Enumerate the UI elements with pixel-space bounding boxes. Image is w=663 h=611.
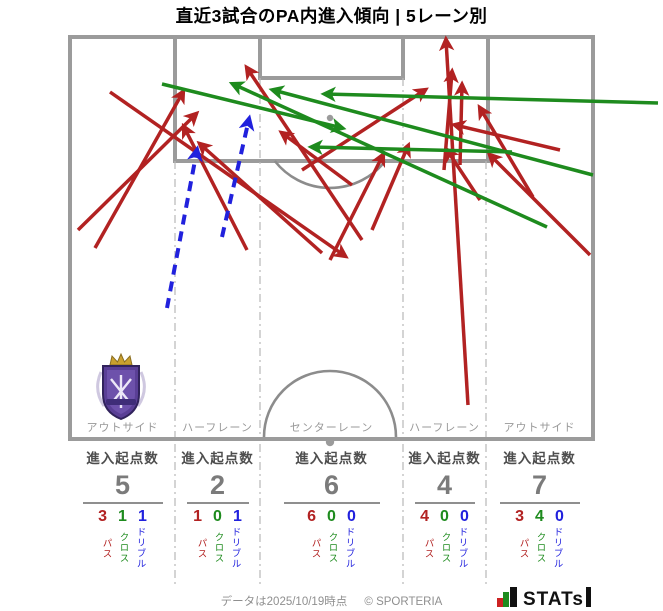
cross-label: クロス xyxy=(439,532,451,564)
entries-label: 進入起点数 xyxy=(295,451,368,466)
lane-divider xyxy=(174,78,487,588)
divider-rule xyxy=(82,502,163,504)
divider-rule xyxy=(186,502,249,504)
pass-label: パス xyxy=(309,537,321,559)
data-date-note: データは2025/10/19時点 xyxy=(220,596,348,608)
cross-label: クロス xyxy=(212,532,224,564)
pass-label: パス xyxy=(517,537,529,559)
entry-arrow-pass xyxy=(450,120,561,152)
crest-crown xyxy=(109,352,133,366)
entry-arrow-cross xyxy=(307,139,513,155)
divider-rule xyxy=(499,502,580,504)
pass-label: パス xyxy=(195,537,207,559)
entry-count: 2 xyxy=(209,470,226,500)
stats-logo-bar-red xyxy=(497,598,503,607)
lane-label-halflane-right: ハーフレーン xyxy=(409,422,480,434)
dribble-count: 1 xyxy=(232,508,242,525)
entry-arrow-pass xyxy=(301,87,429,172)
stats-column: 進入起点数 2 1 0 1 パス クロス ドリブル xyxy=(175,447,260,569)
entries-label: 進入起点数 xyxy=(503,451,576,466)
cross-count: 4 xyxy=(535,508,544,525)
pass-count: 3 xyxy=(515,508,525,525)
pass-count: 1 xyxy=(193,508,203,525)
penalty-spot xyxy=(326,114,334,122)
lane-label-outside-right: アウトサイド xyxy=(503,422,576,434)
pass-count: 3 xyxy=(98,508,108,525)
cross-count: 0 xyxy=(440,508,449,525)
dribble-count: 0 xyxy=(459,508,469,525)
entry-count: 7 xyxy=(531,470,548,500)
stats-column: 進入起点数 7 3 4 0 パス クロス ドリブル xyxy=(486,447,593,569)
entry-arrow-pass xyxy=(444,146,482,201)
dribble-label: ドリブル xyxy=(551,527,563,569)
page-title: 直近3試合のPA内進入傾向 | 5レーン別 xyxy=(175,6,488,26)
pass-count: 6 xyxy=(307,508,317,525)
entry-arrow-pass xyxy=(244,64,364,241)
entry-arrow-pass xyxy=(181,122,249,251)
dribble-label: ドリブル xyxy=(343,527,355,569)
entry-arrow-pass xyxy=(108,90,349,259)
dribble-count: 0 xyxy=(346,508,356,525)
lane-label-outside-left: アウトサイド xyxy=(86,422,159,434)
cross-label: クロス xyxy=(326,532,338,564)
entry-arrow-pass xyxy=(196,140,324,255)
dribble-count: 1 xyxy=(137,508,147,525)
stats-logo-bar-black xyxy=(510,587,517,607)
entry-arrow-dribble xyxy=(165,145,203,309)
lane-label-center: センターレーン xyxy=(289,422,374,434)
stats-logo-bar-green xyxy=(503,592,509,607)
entry-arrow-dribble xyxy=(220,114,255,238)
entry-count: 6 xyxy=(323,470,340,500)
entries-label: 進入起点数 xyxy=(408,451,481,466)
entries-label: 進入起点数 xyxy=(86,451,159,466)
stats-column: 進入起点数 5 3 1 1 パス クロス ドリブル xyxy=(70,447,175,569)
entry-arrow-pass xyxy=(486,151,592,257)
center-spot xyxy=(325,437,335,447)
footer: データは2025/10/19時点 © SPORTERIA xyxy=(0,593,663,609)
dribble-label: ドリブル xyxy=(134,527,146,569)
sporteria-credit: © SPORTERIA xyxy=(364,596,443,608)
entries-label: 進入起点数 xyxy=(181,451,254,466)
entry-count: 5 xyxy=(114,470,131,500)
cross-count: 1 xyxy=(118,508,127,525)
cross-count: 0 xyxy=(213,508,222,525)
cross-label: クロス xyxy=(117,532,129,564)
entry-arrow-pass xyxy=(76,110,200,232)
stats-logo-text: STATs xyxy=(523,589,584,609)
entry-arrow-cross xyxy=(320,86,659,105)
pass-label: パス xyxy=(422,537,434,559)
dribble-count: 0 xyxy=(554,508,564,525)
stats-logo-cursor xyxy=(586,587,591,607)
stats-column: 進入起点数 6 6 0 0 パス クロス ドリブル xyxy=(260,447,403,569)
cross-label: クロス xyxy=(534,532,546,564)
dribble-label: ドリブル xyxy=(456,527,468,569)
entry-count: 4 xyxy=(436,470,453,500)
center-circle xyxy=(262,369,398,438)
entry-arrows-layer xyxy=(76,35,659,406)
lane-label-halflane-left: ハーフレーン xyxy=(182,422,253,434)
cross-count: 0 xyxy=(327,508,336,525)
pass-label: パス xyxy=(100,537,112,559)
divider-rule xyxy=(283,502,380,504)
stats-logo: STATs xyxy=(497,587,591,609)
dribble-label: ドリブル xyxy=(229,527,241,569)
entry-arrow-cross xyxy=(228,81,548,229)
entry-arrow-cross xyxy=(268,85,594,177)
pass-count: 4 xyxy=(420,508,430,525)
divider-rule xyxy=(414,502,475,504)
goal-area xyxy=(258,35,405,80)
stats-column: 進入起点数 4 4 0 0 パス クロス ドリブル xyxy=(403,447,486,569)
entry-arrow-pass xyxy=(328,150,386,261)
club-crest-logo xyxy=(96,352,146,421)
